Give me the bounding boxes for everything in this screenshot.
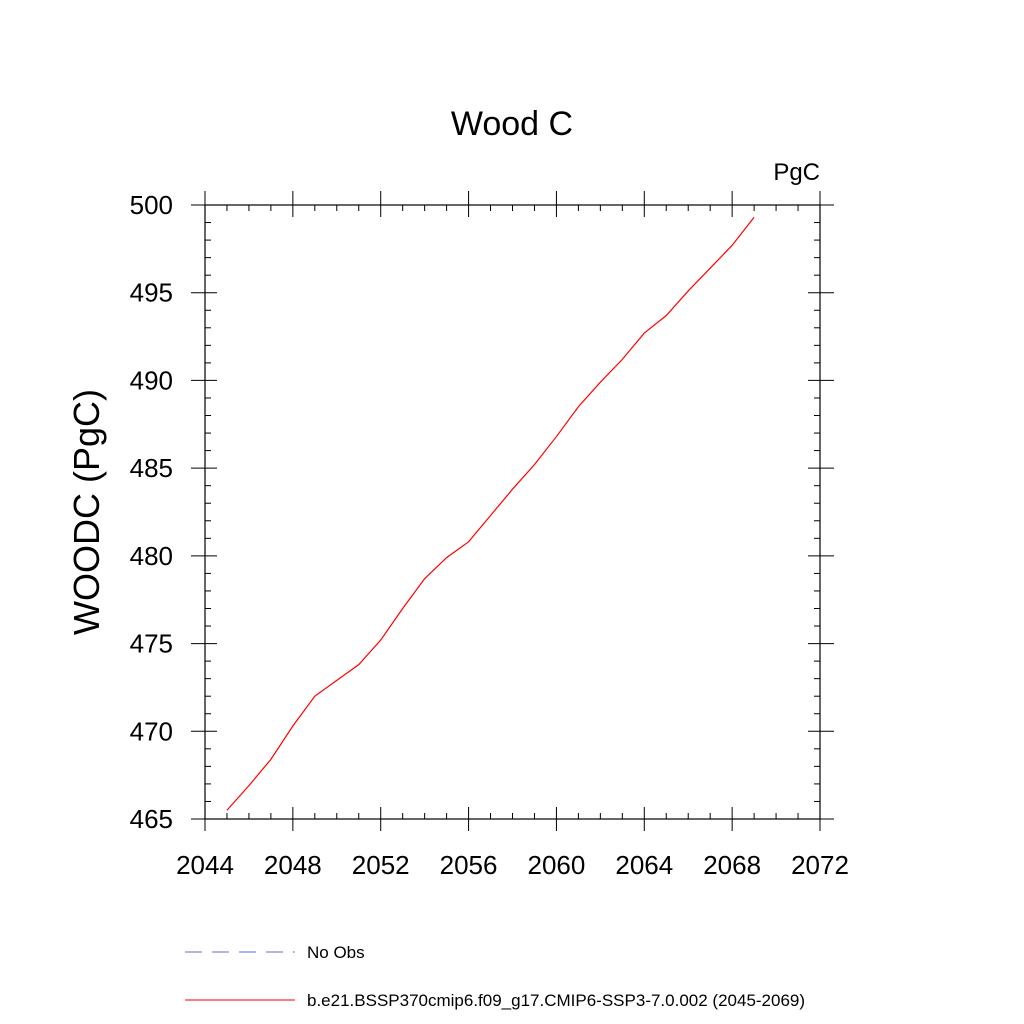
x-tick-labels: 2044 2048 2052 2056 2060 2064 2068 2072 [176,850,849,880]
series-lines [226,216,755,811]
y-axis-label: WOODC (PgC) [66,389,107,635]
legend-label-model-run: b.e21.BSSP370cmip6.f09_g17.CMIP6-SSP3-7.… [307,991,805,1010]
chart-title: Wood C [451,105,573,143]
x-tick-label: 2060 [528,850,586,880]
y-tick-labels: 465 470 475 480 485 490 495 500 [130,190,173,834]
y-tick-label: 485 [130,453,173,483]
legend: No Obs b.e21.BSSP370cmip6.f09_g17.CMIP6-… [185,943,805,1010]
units-label: PgC [773,159,820,186]
y-tick-label: 465 [130,804,173,834]
x-tick-label: 2068 [703,850,761,880]
y-tick-label: 500 [130,190,173,220]
y-tick-label: 470 [130,716,173,746]
x-tick-label: 2072 [791,850,849,880]
y-tick-label: 495 [130,278,173,308]
plot-frame [204,204,821,820]
y-tick-label: 480 [130,541,173,571]
legend-label-no-obs: No Obs [307,943,365,962]
x-tick-label: 2064 [615,850,673,880]
x-tick-label: 2048 [264,850,322,880]
x-tick-label: 2056 [440,850,498,880]
x-tick-label: 2052 [352,850,410,880]
y-tick-label: 490 [130,365,173,395]
y-tick-label: 475 [130,629,173,659]
x-tick-label: 2044 [176,850,234,880]
series-line-1 [226,216,755,811]
